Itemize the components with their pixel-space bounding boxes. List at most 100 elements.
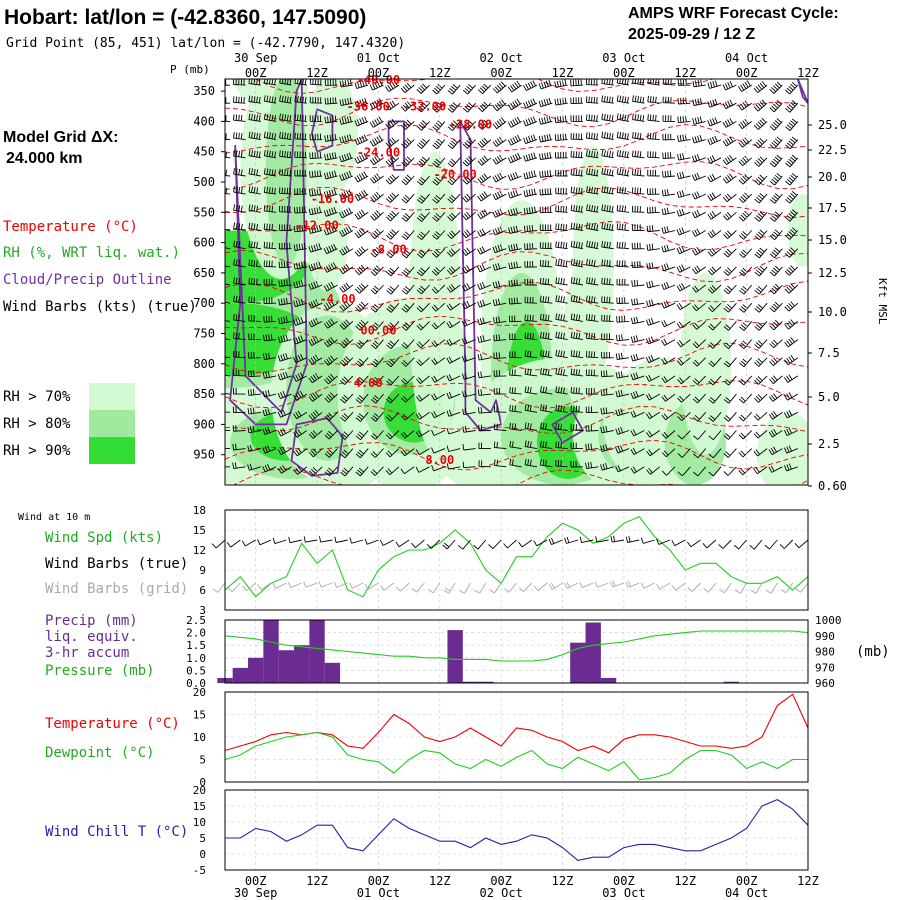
wind-barb (676, 190, 691, 198)
wind-barb (524, 278, 538, 286)
wind-barb (355, 466, 369, 477)
wind-chill-panel: 20 15 10 5 0 -5 (193, 784, 809, 877)
wind-barb (385, 137, 400, 148)
height-tick-label: 20.0 (818, 170, 847, 184)
wind-barb (785, 118, 799, 131)
wind-barb (338, 189, 354, 200)
wind-barb (340, 412, 354, 422)
wind-barb (769, 118, 783, 131)
wind-barb (477, 83, 492, 95)
wind-barb (723, 302, 737, 313)
wind-barb (354, 189, 369, 201)
wind-barb (462, 102, 476, 113)
wind-barb (462, 83, 476, 95)
wind-barb (707, 302, 722, 313)
wind-barb (722, 118, 737, 128)
wind-barb (492, 99, 507, 112)
wind-barb (523, 152, 538, 162)
wind-barb (554, 115, 568, 124)
wind-barb (446, 321, 461, 329)
wind-barb (722, 154, 737, 165)
grid-wind-barb (227, 582, 241, 593)
wind-barb (784, 374, 799, 383)
wind-barb (432, 175, 446, 186)
wind-barb (693, 430, 707, 440)
wind-barb (616, 278, 630, 286)
value-tick-label: -5 (193, 864, 206, 877)
wind-barb (401, 375, 415, 385)
wind-barb (539, 440, 553, 450)
grid-wind-barb (564, 581, 579, 589)
wind-barb (339, 282, 354, 293)
wind-barb (676, 321, 691, 329)
wind-barb (478, 424, 491, 432)
wind-barb (645, 374, 660, 382)
wind-barb (293, 410, 308, 420)
wind-barb (647, 114, 660, 122)
precip-bar (324, 662, 341, 683)
wind-barb (478, 442, 491, 450)
wind-barb (784, 247, 799, 258)
wind-barb (308, 317, 323, 328)
top-time-tick: 12Z (429, 66, 451, 80)
wind-barb (677, 466, 691, 477)
wind-barb (676, 264, 691, 273)
grid-wind-barb (640, 582, 655, 589)
wind-barb (785, 172, 799, 186)
wind-barb (600, 407, 614, 415)
wind-barb (225, 448, 231, 450)
wind-barb (385, 466, 400, 476)
value-tick-label: 20 (193, 686, 206, 699)
wind-barb (585, 79, 599, 86)
wind-barb (692, 134, 706, 144)
wind-barb (524, 458, 538, 468)
wind-barb (540, 422, 553, 431)
wind-barb (323, 300, 338, 311)
temperature-contour (225, 249, 808, 283)
wind-barb (263, 95, 277, 104)
wind-barb (661, 430, 676, 439)
wind-barb (647, 188, 660, 195)
wind-barb (493, 388, 507, 395)
wind-barb (248, 167, 261, 177)
precip-bar (600, 677, 617, 683)
wind-barb (339, 264, 354, 275)
wind-barb (477, 389, 491, 396)
temperature-label: -8.00 (371, 243, 407, 257)
value-tick-label: 9 (199, 564, 206, 577)
wind-barb (616, 204, 630, 213)
temperature-label: -16.00 (311, 192, 354, 206)
wind-barb (585, 114, 599, 122)
height-tick-label: 17.5 (818, 201, 847, 215)
value-tick-label: 0 (199, 848, 206, 861)
wind-barb (278, 242, 292, 250)
wind-barb (492, 262, 507, 271)
wind-barb (601, 314, 614, 322)
wind-barb (416, 248, 430, 259)
wind-barb (539, 295, 553, 304)
wind-barb (769, 247, 783, 259)
wind-barb (354, 246, 369, 257)
wind-barb (401, 174, 415, 186)
wind-barb (370, 210, 384, 221)
wind-barb (370, 173, 384, 184)
wind-barb (645, 336, 660, 345)
wind-barb (233, 204, 246, 213)
wind-barb (248, 333, 261, 341)
wind-barb (225, 133, 231, 141)
wind-barb (401, 248, 415, 259)
wind-barb (738, 155, 752, 167)
wind-barb (401, 284, 415, 295)
pressure-tick-label: 600 (193, 236, 215, 250)
wind-barb (477, 299, 492, 308)
wind-barb (324, 97, 338, 105)
wind-barb (677, 97, 691, 105)
wind-barb (692, 393, 707, 404)
wind-barb (739, 302, 753, 313)
wind-barb (462, 211, 476, 221)
wind-barb (355, 339, 369, 349)
wind-barb (477, 264, 492, 273)
wind-barb (431, 447, 446, 454)
wind-barb (416, 321, 430, 331)
wind-barb (769, 99, 783, 113)
